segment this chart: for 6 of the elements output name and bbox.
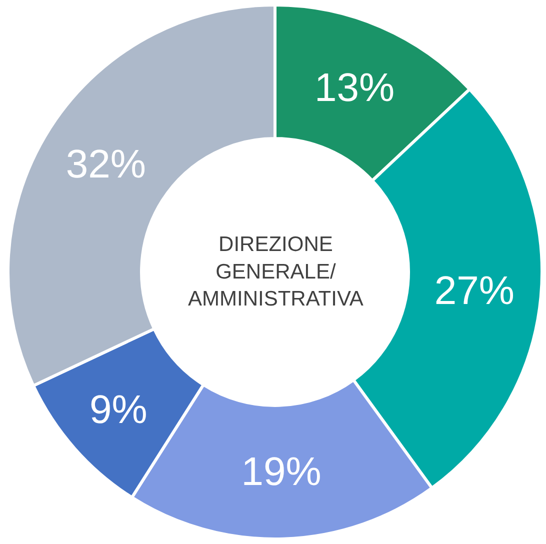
data-label: 19%	[241, 450, 322, 494]
data-label: 27%	[434, 268, 514, 313]
data-label: 13%	[314, 66, 395, 110]
text: DIREZIONE GENERALE/ AMMINISTRATIVA	[188, 233, 364, 311]
data-label: 9%	[90, 388, 148, 432]
data-label: 32%	[66, 142, 146, 187]
